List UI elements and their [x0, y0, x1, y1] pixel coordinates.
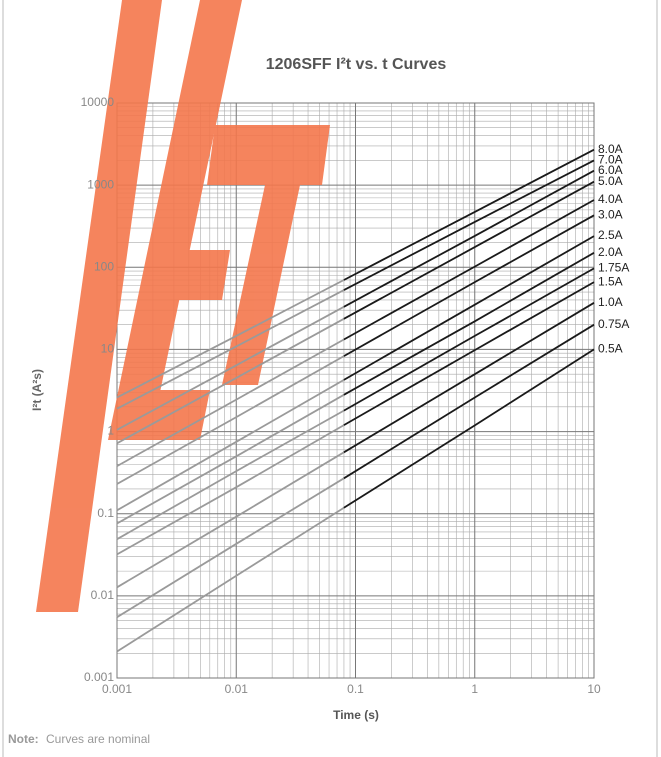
- curve-extrapolated: [116, 289, 345, 410]
- curve: [343, 267, 595, 412]
- curve: [343, 252, 595, 396]
- legend-label: 2.5A: [598, 228, 623, 242]
- y-tick-label: 10: [101, 342, 115, 356]
- x-axis-label: Time (s): [333, 708, 379, 722]
- y-axis-label: I²t (A²s): [30, 369, 44, 411]
- legend-label: 4.0A: [598, 192, 623, 206]
- legend-label: 6.0A: [598, 163, 623, 177]
- x-tick-label: 0.001: [102, 682, 132, 696]
- y-tick-label: 100: [94, 259, 114, 273]
- curve: [343, 235, 595, 381]
- legend-label: 7.0A: [598, 153, 623, 167]
- curve-extrapolated: [116, 477, 345, 618]
- legend-label: 3.0A: [598, 207, 623, 221]
- curve: [343, 323, 595, 480]
- plot: 0.001 0.01 0.1 1 10 0.001 0.01 0.1 1 10 100 1000 100…: [81, 95, 630, 696]
- chart-title: 1206SFF I²t vs. t Curves: [266, 56, 447, 73]
- legend-label: 2.0A: [598, 245, 623, 259]
- curve: [343, 302, 595, 454]
- curve: [343, 180, 595, 320]
- x-tick-label: 0.01: [225, 682, 249, 696]
- note-text: Curves are nominal: [46, 732, 150, 746]
- y-tick-label: 0.001: [84, 670, 114, 684]
- legend-label: 5.0A: [598, 174, 623, 188]
- legend-label: 1.5A: [598, 274, 623, 288]
- y-tick-label: 0.1: [97, 506, 114, 520]
- curve-extrapolated: [116, 379, 345, 512]
- curve: [343, 214, 595, 357]
- y-tick-label: 10000: [81, 95, 115, 109]
- legend-label: 0.75A: [598, 317, 629, 331]
- curve-extrapolated: [116, 318, 345, 445]
- plot-frame: [116, 102, 595, 679]
- curve-extrapolated: [116, 394, 345, 525]
- curve-extrapolated: [116, 279, 345, 399]
- curve: [343, 281, 595, 426]
- legend-label: 8.0A: [598, 142, 623, 156]
- y-tick-label: 1000: [87, 177, 114, 191]
- curve: [343, 148, 595, 281]
- watermark: [36, 0, 330, 612]
- curve: [343, 348, 595, 509]
- curve-extrapolated: [116, 355, 345, 485]
- curve: [343, 199, 595, 341]
- x-tick-label: 0.1: [347, 682, 364, 696]
- curve-extrapolated: [116, 507, 345, 653]
- y-tick-label: 0.01: [91, 588, 115, 602]
- legend-label: 0.5A: [598, 342, 623, 356]
- curve-extrapolated: [116, 451, 345, 589]
- x-tick-label: 1: [471, 682, 478, 696]
- curve-extrapolated: [116, 409, 345, 540]
- x-tick-label: 10: [587, 682, 601, 696]
- curve: [343, 169, 595, 308]
- curve: [343, 159, 595, 291]
- y-tick-label: 1: [107, 424, 114, 438]
- curve-extrapolated: [116, 424, 345, 556]
- legend-label: 1.75A: [598, 261, 629, 275]
- curve-extrapolated: [116, 338, 345, 467]
- curve-extrapolated: [116, 306, 345, 431]
- legend-label: 1.0A: [598, 295, 623, 309]
- note-label: Note:: [8, 732, 39, 746]
